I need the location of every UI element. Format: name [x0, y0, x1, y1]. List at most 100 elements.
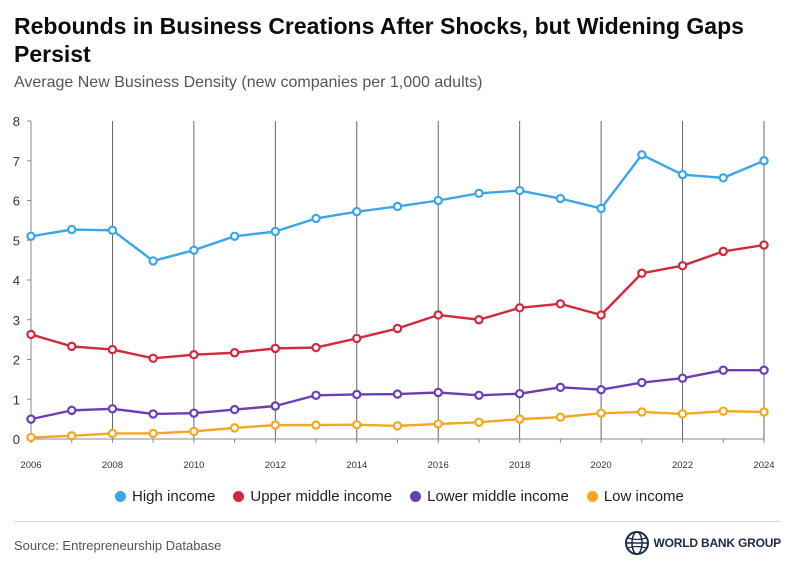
chart-legend: High income Upper middle income Lower mi… — [115, 488, 684, 505]
legend-label: Upper middle income — [250, 488, 393, 505]
y-tick-label: 6 — [13, 194, 20, 209]
data-point — [189, 245, 199, 255]
data-point — [514, 185, 525, 196]
data-point — [474, 315, 484, 325]
data-point — [759, 240, 769, 250]
data-point — [433, 387, 443, 398]
y-tick-label: 1 — [13, 392, 20, 407]
data-point — [270, 401, 281, 411]
y-tick-label: 7 — [13, 154, 20, 169]
data-point — [759, 156, 769, 166]
legend-item-lower-middle-income[interactable]: Lower middle income — [410, 488, 569, 505]
data-point — [311, 420, 321, 430]
data-point — [270, 420, 281, 430]
world-bank-logo[interactable]: WORLD BANK GROUP — [624, 530, 781, 556]
data-point — [433, 310, 443, 320]
data-point — [677, 409, 688, 419]
data-point — [555, 299, 566, 309]
y-tick-label: 0 — [13, 432, 20, 447]
footer-divider — [14, 521, 781, 522]
data-point — [392, 389, 403, 399]
data-point — [677, 260, 688, 271]
data-point — [677, 169, 688, 180]
data-point — [107, 344, 118, 355]
legend-item-high-income[interactable]: High income — [115, 488, 215, 505]
data-point — [514, 414, 525, 424]
series-line — [30, 243, 765, 360]
x-tick-label: 2012 — [265, 460, 286, 471]
x-tick-label: 2006 — [20, 460, 41, 471]
data-point — [555, 382, 566, 393]
data-point — [26, 414, 36, 424]
data-point — [26, 231, 36, 241]
data-point — [718, 406, 728, 416]
chart-title: Rebounds in Business Creations After Sho… — [14, 13, 744, 67]
legend-label: Low income — [603, 488, 684, 505]
data-point — [311, 342, 321, 353]
data-point — [270, 343, 281, 354]
line-chart: 0 1 2 3 4 5 6 7 8 2006 2008 2010 2012 2014 2016 2018 202… — [13, 114, 775, 471]
data-point — [26, 329, 36, 340]
data-point — [759, 407, 769, 417]
data-point — [270, 226, 281, 237]
data-point — [596, 203, 606, 214]
data-point — [67, 405, 77, 416]
data-point — [433, 419, 443, 429]
data-point — [392, 421, 403, 431]
data-point — [637, 407, 647, 417]
y-tick-label: 5 — [13, 233, 20, 248]
legend-item-upper-middle-income[interactable]: Upper middle income — [233, 488, 392, 505]
data-point — [189, 408, 199, 418]
legend-swatch — [410, 491, 422, 502]
data-point — [637, 268, 647, 278]
data-point — [596, 408, 606, 418]
data-point — [392, 323, 403, 334]
data-point — [514, 388, 525, 399]
series-low-income — [26, 406, 769, 443]
data-point — [677, 373, 688, 383]
axis-layer: 0 1 2 3 4 5 6 7 8 2006 2008 2010 2012 2014 2016 2018 202… — [13, 114, 775, 471]
data-point — [596, 310, 606, 320]
data-point — [352, 419, 362, 430]
data-point — [555, 193, 566, 204]
data-point — [352, 333, 362, 344]
data-point — [189, 426, 199, 437]
data-point — [148, 353, 158, 364]
data-point — [718, 365, 728, 375]
data-point — [352, 389, 362, 400]
data-point — [392, 201, 403, 212]
grid-layer — [30, 121, 765, 439]
series-layer — [26, 150, 769, 443]
legend-swatch — [233, 491, 245, 502]
data-point — [474, 390, 484, 400]
data-point — [67, 341, 77, 352]
data-point — [148, 256, 158, 266]
data-point — [474, 188, 484, 199]
x-tick-label: 2020 — [591, 460, 612, 471]
legend-item-low-income[interactable]: Low income — [586, 488, 684, 505]
data-point — [433, 195, 443, 206]
legend-label: Lower middle income — [427, 488, 569, 505]
data-point — [229, 348, 240, 358]
data-point — [107, 428, 118, 439]
data-point — [555, 412, 566, 422]
data-point — [229, 404, 240, 415]
data-point — [148, 409, 158, 419]
x-tick-label: 2014 — [346, 460, 367, 471]
data-point — [352, 206, 362, 217]
data-point — [311, 390, 321, 400]
data-point — [514, 303, 525, 313]
y-tick-label: 3 — [13, 313, 20, 328]
x-tick-label: 2022 — [672, 460, 693, 471]
data-point — [759, 365, 769, 375]
series-upper-middle-income — [26, 240, 769, 364]
data-point — [107, 404, 118, 414]
data-point — [718, 246, 728, 257]
y-tick-label: 8 — [13, 114, 20, 129]
x-tick-label: 2008 — [102, 460, 123, 471]
data-point — [311, 213, 321, 224]
legend-swatch — [115, 491, 126, 502]
globe-icon — [624, 531, 649, 555]
data-point — [229, 231, 240, 241]
data-point — [67, 431, 77, 441]
